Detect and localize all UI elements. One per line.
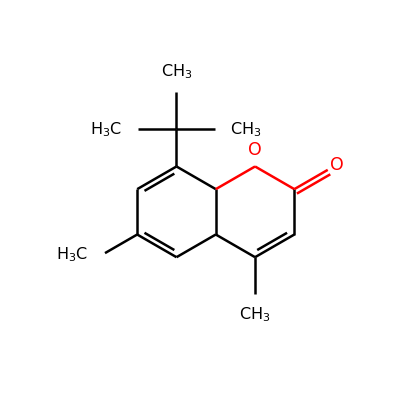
Text: CH$_3$: CH$_3$ — [161, 62, 192, 81]
Text: O: O — [248, 140, 262, 158]
Text: CH$_3$: CH$_3$ — [239, 306, 271, 324]
Text: CH$_3$: CH$_3$ — [230, 120, 262, 139]
Text: O: O — [330, 156, 343, 174]
Text: H$_3$C: H$_3$C — [56, 246, 88, 264]
Text: H$_3$C: H$_3$C — [90, 120, 122, 139]
